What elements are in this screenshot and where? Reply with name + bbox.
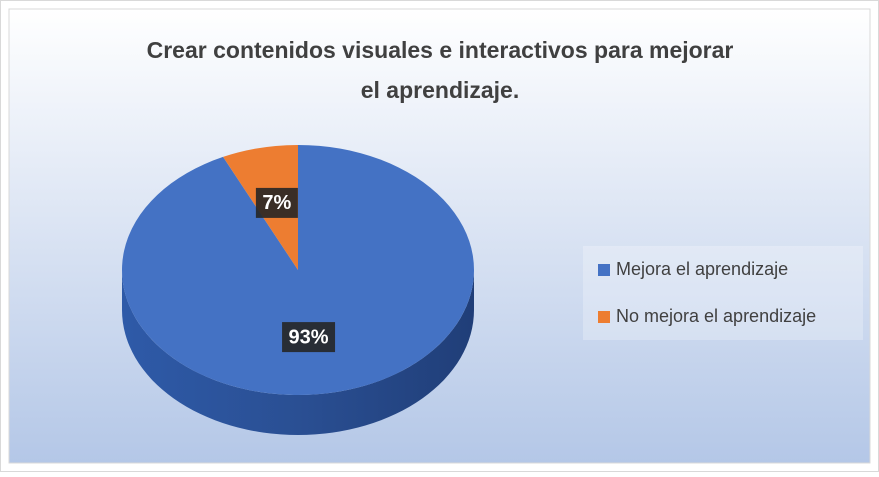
legend-box bbox=[583, 246, 863, 340]
data-label: 93% bbox=[289, 326, 329, 348]
data-label-box bbox=[282, 322, 336, 353]
chart-title: Crear contenidos visuales e interactivos… bbox=[146, 37, 734, 103]
pie: 93% 7% bbox=[122, 145, 475, 435]
legend-label: Mejora el aprendizaje bbox=[616, 259, 788, 279]
legend: Mejora el aprendizaje No mejora el aprend… bbox=[598, 259, 816, 326]
pie-side bbox=[122, 270, 474, 435]
legend-swatch bbox=[598, 264, 610, 276]
pie-slice bbox=[122, 145, 475, 395]
legend-swatch bbox=[598, 311, 610, 323]
legend-label: No mejora el aprendizaje bbox=[616, 306, 816, 326]
data-label-box bbox=[255, 187, 298, 218]
data-label: 7% bbox=[262, 192, 291, 214]
